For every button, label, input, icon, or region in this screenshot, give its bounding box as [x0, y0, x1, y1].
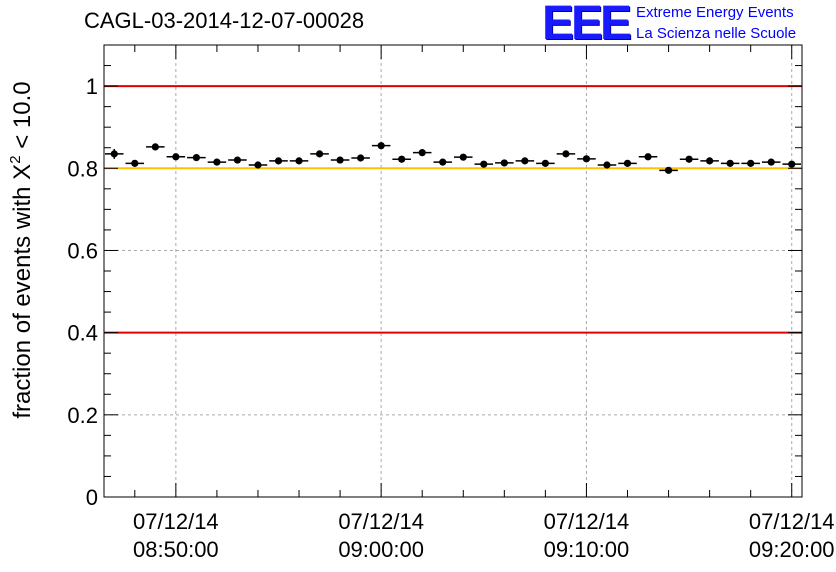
data-point — [521, 157, 529, 165]
data-point — [459, 153, 467, 161]
data-point — [192, 153, 200, 162]
x-tick-label-date: 07/12/14 — [133, 509, 219, 534]
x-tick-label-time: 08:50:00 — [133, 537, 219, 562]
logo-text-line2: La Scienza nelle Scuole — [636, 25, 797, 42]
data-point — [500, 159, 508, 167]
data-point — [274, 157, 283, 165]
data-point — [706, 157, 714, 165]
data-point — [254, 161, 262, 169]
x-tick-label-time: 09:10:00 — [544, 537, 630, 562]
data-point — [644, 153, 652, 161]
data-point — [151, 143, 159, 151]
data-point — [357, 154, 365, 162]
data-point — [685, 155, 693, 163]
chart-title: CAGL-03-2014-12-07-00028 — [84, 8, 365, 33]
plot-frame — [103, 44, 803, 498]
x-tick-label-date: 07/12/14 — [544, 509, 630, 534]
data-point — [110, 150, 118, 158]
data-point — [747, 159, 755, 167]
y-tick-label: 0.2 — [67, 403, 98, 428]
data-point — [377, 142, 385, 150]
y-tick-label: 0.6 — [67, 238, 98, 263]
data-point — [623, 159, 632, 167]
x-tick-label-time: 09:00:00 — [338, 537, 424, 562]
data-point — [480, 160, 488, 168]
data-point — [398, 155, 406, 163]
data-point — [603, 161, 611, 169]
x-tick-label-date: 07/12/14 — [749, 509, 835, 534]
data-point — [726, 159, 734, 167]
logo-text-line1: Extreme Energy Events — [636, 4, 794, 21]
x-tick-label-date: 07/12/14 — [338, 509, 424, 534]
data-point — [418, 149, 426, 157]
data-point — [664, 166, 673, 174]
data-point — [767, 158, 775, 166]
data-point — [233, 156, 242, 164]
x-tick-label-time: 09:20:00 — [749, 537, 835, 562]
data-point — [439, 158, 447, 166]
data-point — [336, 156, 344, 164]
y-tick-label: 0.8 — [67, 156, 98, 181]
data-point — [172, 153, 180, 161]
data-point — [541, 159, 549, 167]
data-point — [213, 158, 221, 166]
data-point — [131, 159, 139, 167]
y-tick-label: 1 — [86, 74, 98, 99]
eee-logo-mark: EEE — [542, 0, 632, 50]
data-point — [295, 157, 303, 165]
data-point — [788, 160, 796, 168]
y-tick-label: 0 — [86, 485, 98, 510]
data-point — [582, 155, 591, 163]
data-point — [562, 150, 570, 158]
y-tick-label: 0.4 — [67, 321, 98, 346]
data-point — [315, 150, 324, 158]
